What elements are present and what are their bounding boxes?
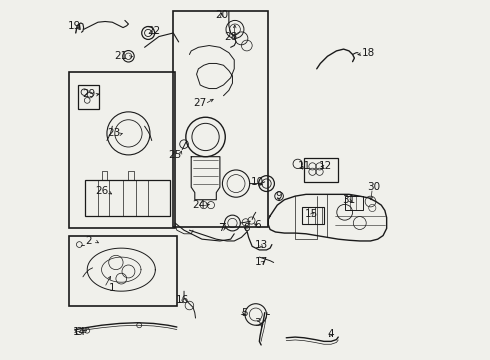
Bar: [304, 158, 338, 182]
Bar: [85, 180, 170, 216]
Text: 5: 5: [242, 308, 248, 318]
Text: 8: 8: [244, 224, 250, 233]
Bar: [69, 72, 175, 228]
Text: 10: 10: [251, 177, 264, 187]
Bar: [69, 235, 177, 306]
Text: 26: 26: [95, 186, 108, 196]
Text: 31: 31: [343, 195, 356, 205]
Text: 3: 3: [254, 319, 261, 328]
Text: 16: 16: [175, 295, 189, 305]
Text: 29: 29: [82, 89, 96, 99]
Text: 18: 18: [362, 48, 375, 58]
Bar: [173, 12, 269, 226]
Text: 9: 9: [276, 191, 282, 201]
Text: 6: 6: [254, 220, 261, 230]
Text: 13: 13: [254, 239, 268, 249]
Text: 19: 19: [68, 21, 81, 31]
Text: 15: 15: [305, 209, 318, 219]
Text: 27: 27: [194, 98, 207, 108]
Text: 24: 24: [192, 200, 205, 210]
Text: 1: 1: [109, 283, 116, 293]
Bar: [302, 207, 324, 224]
Text: 25: 25: [169, 150, 182, 160]
Text: 23: 23: [107, 129, 121, 138]
Text: 11: 11: [297, 161, 311, 171]
Text: 21: 21: [115, 51, 128, 61]
Text: 12: 12: [319, 161, 332, 171]
Text: 7: 7: [219, 224, 225, 233]
Bar: [345, 196, 364, 211]
Text: 28: 28: [224, 32, 237, 41]
Text: 22: 22: [147, 26, 160, 36]
Text: 4: 4: [328, 329, 334, 339]
Bar: [78, 85, 99, 109]
Text: 17: 17: [254, 257, 268, 267]
Text: 20: 20: [215, 10, 228, 20]
Text: 30: 30: [368, 182, 381, 192]
Text: 14: 14: [73, 327, 86, 337]
Text: 2: 2: [86, 236, 92, 246]
